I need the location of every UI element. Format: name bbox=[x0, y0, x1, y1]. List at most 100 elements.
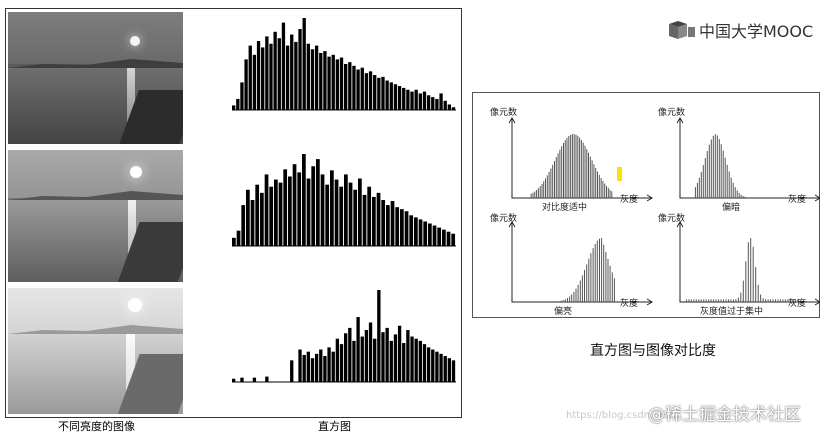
hist-bar bbox=[400, 209, 404, 246]
hist-bar bbox=[344, 174, 348, 246]
hist-bar bbox=[348, 62, 352, 110]
hist-bar bbox=[385, 327, 389, 382]
hist-bar bbox=[348, 327, 352, 382]
hist-bar bbox=[281, 22, 286, 111]
hist-bar bbox=[297, 172, 302, 246]
hist-bar bbox=[335, 338, 340, 382]
hist-bar bbox=[250, 200, 255, 246]
hist-bar bbox=[368, 71, 373, 110]
hist-bar bbox=[422, 91, 427, 110]
hist-bar bbox=[364, 330, 369, 382]
hist-bar bbox=[418, 93, 422, 110]
panel-axes bbox=[511, 118, 652, 199]
photo-bright bbox=[8, 288, 183, 414]
hist-bar bbox=[368, 322, 373, 382]
hist-bar bbox=[418, 340, 422, 382]
hist-bar bbox=[325, 184, 330, 246]
photo-medium bbox=[8, 150, 183, 282]
hist-bar bbox=[402, 343, 406, 382]
hist-bar bbox=[447, 358, 452, 382]
hist-bar bbox=[252, 377, 257, 382]
hist-bar bbox=[310, 49, 315, 110]
hist-bar bbox=[316, 159, 320, 246]
hist-bar bbox=[426, 95, 431, 110]
x-arrow bbox=[814, 194, 820, 202]
histogram-caption: 直方图 bbox=[318, 420, 351, 433]
panel-axes bbox=[679, 222, 820, 303]
hist-bar bbox=[298, 349, 302, 382]
hist-bar bbox=[406, 330, 410, 382]
hist-bar bbox=[414, 89, 418, 110]
hist-bar bbox=[261, 47, 265, 110]
hist-bar bbox=[410, 91, 414, 110]
hist-bar bbox=[302, 354, 306, 382]
hist-bar bbox=[323, 51, 327, 110]
contrast-panel-3 bbox=[508, 221, 653, 306]
logo-text: 中国大学MOOC bbox=[699, 22, 814, 41]
hist-bar bbox=[437, 227, 442, 246]
hist-bar bbox=[334, 179, 339, 246]
hist-bar bbox=[302, 154, 306, 246]
hist-bar bbox=[339, 344, 344, 382]
hist-bar bbox=[241, 205, 246, 246]
hist-bar bbox=[288, 176, 292, 246]
hist-bar bbox=[373, 75, 377, 110]
panel2-xlabel: 灰度 bbox=[788, 195, 807, 205]
hist-bar bbox=[306, 178, 311, 246]
left-figure-frame bbox=[5, 8, 462, 418]
hist-bar bbox=[290, 360, 294, 382]
hist-bar bbox=[320, 174, 325, 246]
hist-bar bbox=[447, 104, 452, 110]
hist-bar bbox=[260, 192, 264, 246]
panel2-caption: 偏暗 bbox=[722, 203, 741, 213]
hist-bar bbox=[232, 237, 236, 246]
images-caption: 不同亮度的图像 bbox=[58, 420, 135, 433]
hist-bar bbox=[435, 98, 439, 110]
panel-axes bbox=[679, 118, 820, 199]
hist-bar bbox=[435, 351, 439, 382]
hist-bar bbox=[377, 290, 381, 382]
panel4-xlabel: 灰度 bbox=[788, 299, 807, 309]
hist-bar bbox=[360, 67, 364, 110]
hist-bar bbox=[397, 86, 402, 110]
hist-bar bbox=[277, 38, 281, 110]
watermark-url: https://blog.csdn.net/... bbox=[566, 410, 683, 421]
hist-bar bbox=[248, 45, 252, 110]
hist-bar bbox=[439, 93, 443, 110]
x-arrow bbox=[814, 298, 820, 306]
hist-bar bbox=[423, 221, 428, 246]
hist-bar bbox=[330, 170, 334, 246]
contrast-panel-4 bbox=[676, 221, 820, 306]
hist-bar bbox=[428, 223, 432, 246]
hist-bar bbox=[314, 353, 319, 382]
hist-bar bbox=[319, 52, 323, 110]
hist-bar bbox=[393, 334, 398, 382]
hist-bar bbox=[356, 317, 360, 382]
panel3-caption: 偏亮 bbox=[554, 307, 573, 317]
hist-bar bbox=[451, 107, 456, 110]
hist-bar bbox=[393, 84, 398, 110]
mooc-logo-icon bbox=[669, 21, 695, 39]
hist-bar bbox=[232, 105, 236, 110]
hist-bar bbox=[443, 100, 447, 110]
hist-bar bbox=[418, 219, 423, 246]
hist-bar bbox=[376, 192, 381, 246]
hist-bar bbox=[236, 230, 241, 246]
hist-bar bbox=[278, 182, 283, 246]
hist-bar bbox=[367, 186, 372, 246]
hist-bar bbox=[364, 73, 369, 110]
hist-bar bbox=[265, 376, 269, 382]
hist-bar bbox=[244, 59, 248, 110]
hist-bar bbox=[292, 164, 297, 246]
hist-bar bbox=[273, 31, 277, 110]
hist-bar bbox=[414, 217, 418, 246]
hist-bar bbox=[331, 351, 335, 382]
x-arrow bbox=[646, 194, 653, 202]
contrast-diagram bbox=[508, 117, 820, 306]
hist-bar bbox=[410, 336, 414, 382]
hist-bar bbox=[381, 332, 385, 382]
hist-bar bbox=[348, 182, 353, 246]
hist-bar bbox=[451, 360, 456, 382]
hist-bar bbox=[327, 56, 331, 110]
hist-bar bbox=[274, 179, 278, 246]
